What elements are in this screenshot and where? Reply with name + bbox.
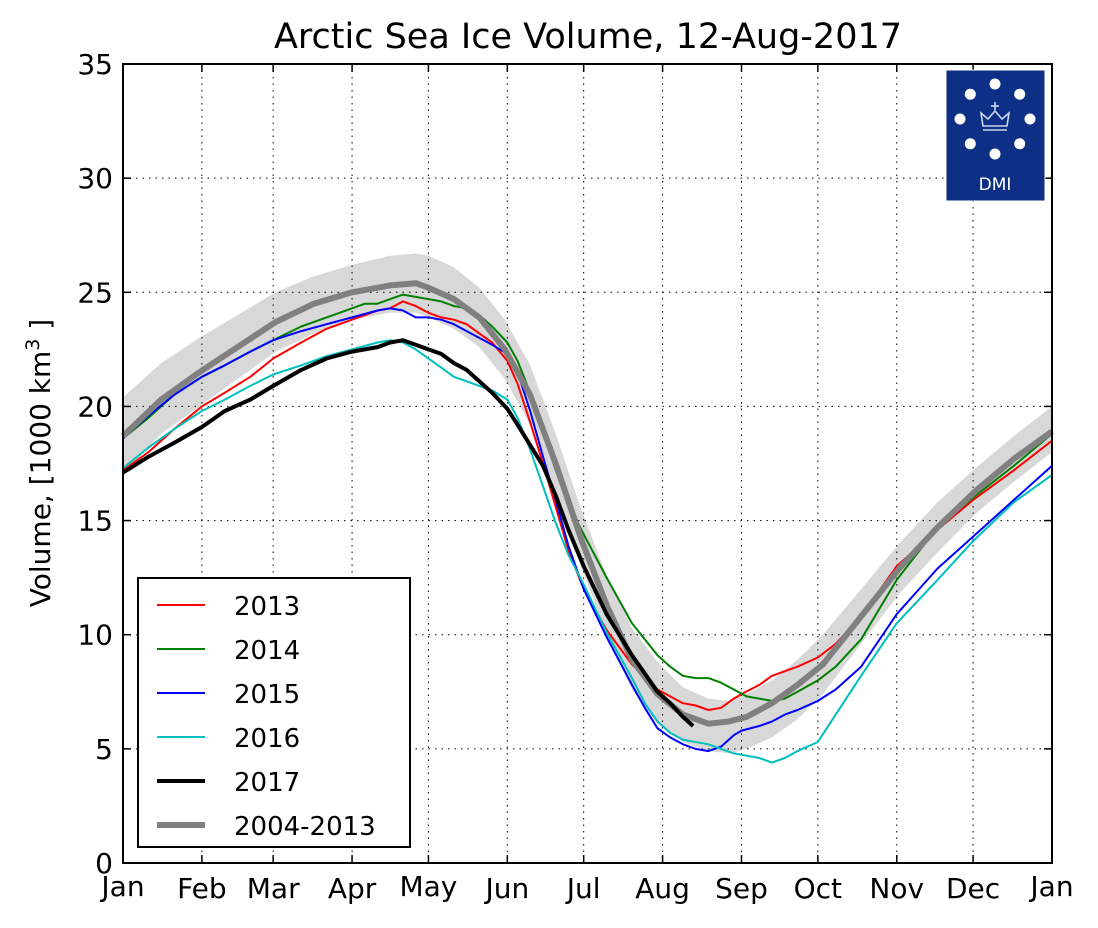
- y-tick-label: 0: [95, 847, 113, 880]
- x-tick-label: Apr: [328, 872, 377, 905]
- logo-dot: [989, 78, 1001, 90]
- logo-dot: [954, 113, 966, 125]
- x-tick-label: Dec: [946, 872, 1000, 905]
- logo-dot: [964, 88, 976, 100]
- logo-dot: [989, 148, 1001, 160]
- legend-label-2004-2013: 2004-2013: [234, 812, 376, 842]
- y-tick-label: 10: [77, 619, 113, 652]
- y-axis-label-main: Volume, [1000 km: [24, 351, 57, 608]
- tick-layer: [122, 63, 1053, 864]
- legend-label-2017: 2017: [234, 768, 300, 798]
- x-tick-label: Jan: [1028, 870, 1073, 903]
- legend-entries: 2013 2014 2015 2016 2017 2004-2013: [157, 592, 376, 842]
- x-tick-label: Jan: [99, 870, 144, 903]
- x-tick-label: Jun: [483, 872, 529, 905]
- x-tick-label: Oct: [794, 872, 842, 905]
- y-tick-label: 15: [77, 505, 113, 538]
- plot-frame: [122, 63, 1053, 864]
- x-tick-label: May: [399, 870, 457, 903]
- y-axis-label-end: ]: [24, 319, 57, 339]
- legend-label-2014: 2014: [234, 636, 300, 666]
- legend-label-2015: 2015: [234, 680, 300, 710]
- series-line-2015: [122, 307, 1053, 753]
- dmi-logo-background: [945, 69, 1046, 202]
- logo-dot: [1024, 113, 1036, 125]
- legend-box: [137, 577, 411, 848]
- x-tick-label: Sep: [715, 872, 768, 905]
- crown-icon: [979, 102, 1011, 131]
- y-tick-labels: 0 5 10 15 20 25 30 35: [77, 48, 113, 880]
- y-tick-label: 25: [77, 276, 113, 309]
- logo-dot: [964, 138, 976, 150]
- y-tick-label: 20: [77, 390, 113, 423]
- y-tick-label: 30: [77, 162, 113, 195]
- x-tick-label: Nov: [869, 872, 924, 905]
- y-axis-label: Volume, [1000 km3 ]: [22, 319, 57, 607]
- series-line-2017: [121, 338, 695, 728]
- legend-label-2013: 2013: [234, 592, 300, 622]
- series-line-2016: [122, 339, 1053, 764]
- x-tick-label: Mar: [247, 872, 300, 905]
- x-tick-label: Aug: [635, 872, 690, 905]
- grid-layer: [123, 64, 1052, 863]
- series-layer: [120, 280, 1054, 764]
- chart-title: Arctic Sea Ice Volume, 12-Aug-2017: [274, 17, 902, 57]
- logo-dot: [1014, 88, 1026, 100]
- legend: 2013 2014 2015 2016 2017 2004-2013: [137, 577, 411, 848]
- logo-dot: [1014, 138, 1026, 150]
- x-tick-label: Feb: [177, 872, 227, 905]
- x-tick-label: Jul: [565, 872, 601, 905]
- y-tick-label: 5: [95, 733, 113, 766]
- dmi-logo: DMI: [945, 69, 1046, 202]
- y-axis-label-superscript: 3: [22, 339, 44, 351]
- x-tick-labels: Jan Feb Mar Apr May Jun Jul Aug Sep Oct Nov Dec Jan: [99, 870, 1073, 905]
- series-line-2013: [122, 300, 1053, 711]
- series-line-2004-2013: [120, 280, 1054, 727]
- y-tick-label: 35: [77, 48, 113, 81]
- legend-label-2016: 2016: [234, 724, 300, 754]
- dmi-logo-text: DMI: [979, 175, 1012, 195]
